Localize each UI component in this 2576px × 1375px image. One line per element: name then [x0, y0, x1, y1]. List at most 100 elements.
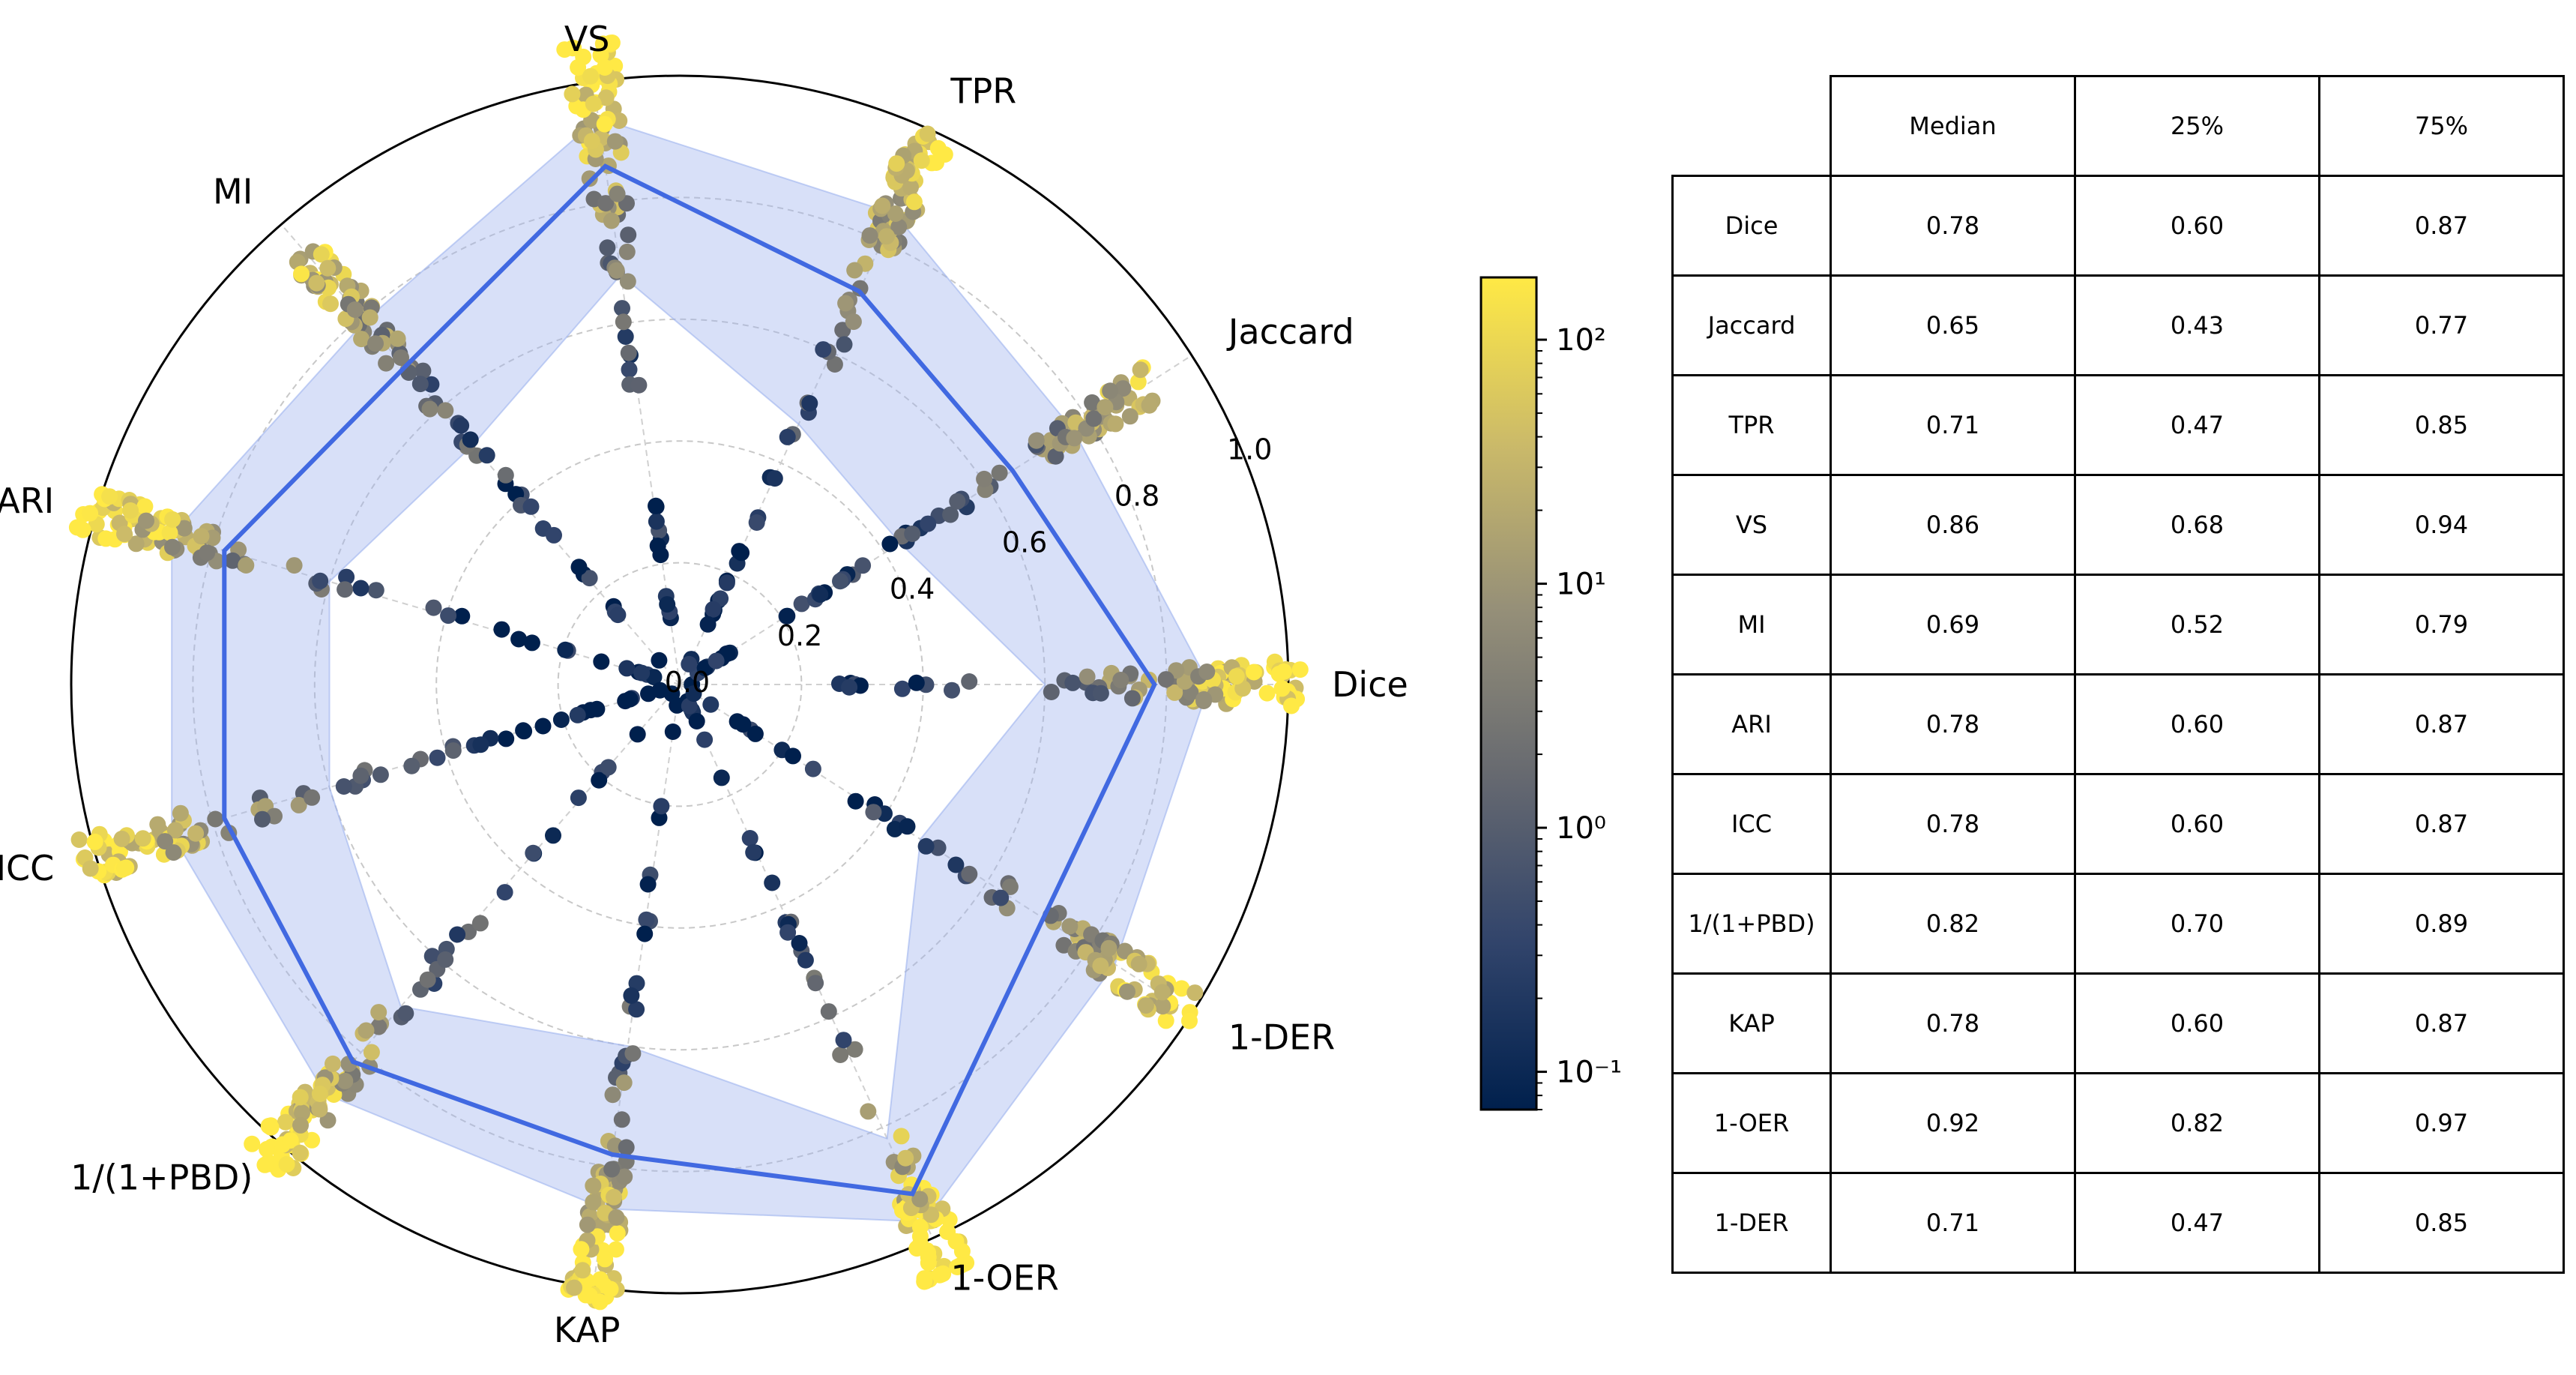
scatter-point — [745, 843, 762, 861]
scatter-point — [664, 723, 681, 740]
scatter-point — [116, 860, 133, 877]
scatter-point — [1114, 380, 1132, 397]
table-row-label: Jaccard — [1671, 274, 1832, 376]
axis-labels: Dice Jaccard TPR VS MI ARI ICC 1/(1+PBD) KAP 1-OE… — [0, 19, 1408, 1350]
scatter-point — [1153, 984, 1171, 1001]
scatter-point — [591, 1271, 609, 1288]
scatter-point — [748, 514, 765, 531]
scatter-point — [581, 570, 598, 587]
grid-circle-0 — [557, 562, 803, 807]
scatter-point — [1079, 668, 1096, 685]
scatter-point — [793, 595, 810, 613]
scatter-point — [462, 431, 479, 448]
scatter-point — [608, 262, 625, 279]
scatter-point — [614, 300, 630, 317]
scatter-point — [134, 830, 151, 847]
scatter-point — [244, 1135, 261, 1152]
colorbar-tick-label-0: 10⁻¹ — [1556, 1056, 1622, 1090]
scatter-point — [566, 1279, 582, 1296]
scatter-point — [633, 664, 651, 682]
scatter-point — [846, 1041, 863, 1058]
scatter-point — [659, 596, 676, 613]
scatter-point — [596, 115, 613, 133]
scatter-point — [713, 769, 730, 786]
scatter-point — [919, 125, 936, 142]
axis-label-7: 1/(1+PBD) — [70, 1158, 253, 1198]
scatter-point — [86, 833, 103, 850]
table-header-cell: Median — [1830, 75, 2076, 177]
scatter-point — [1102, 382, 1119, 400]
scatter-point — [161, 524, 178, 541]
scatter-point — [570, 559, 588, 576]
scatter-point — [311, 1101, 328, 1118]
scatter-point — [779, 607, 796, 625]
scatter-point — [292, 1116, 309, 1134]
colorbar-tick-label-3: 10² — [1556, 323, 1606, 358]
axis-label-1: Jaccard — [1226, 312, 1354, 352]
table-cell-q75: 0.94 — [2318, 474, 2565, 576]
scatter-point — [846, 262, 863, 279]
scatter-point — [522, 498, 540, 515]
scatter-point — [471, 915, 489, 932]
table-row: 1/(1+PBD) 0.82 0.70 0.89 — [1671, 873, 2565, 975]
scatter-point — [1066, 430, 1083, 447]
scatter-point — [292, 1144, 309, 1161]
scatter-point — [122, 502, 139, 519]
scatter-point — [1043, 684, 1060, 700]
scatter-point — [746, 725, 764, 742]
scatter-point — [361, 309, 378, 326]
radar-chart: 0.0 0.2 0.4 0.6 0.8 1.0 Dice Jaccard TPR VS MI ARI… — [0, 19, 1408, 1350]
scatter-point — [308, 274, 325, 292]
scatter-point — [608, 1209, 625, 1226]
scatter-point — [911, 1218, 929, 1236]
scatter-point — [319, 259, 337, 277]
median-polygon — [222, 163, 1157, 1197]
scatter-point — [437, 951, 454, 968]
scatter-point — [557, 641, 574, 658]
scatter-point — [815, 341, 832, 358]
scatter-point — [282, 1132, 299, 1149]
scatter-point — [804, 760, 821, 777]
table-cell-q75: 0.87 — [2318, 175, 2565, 277]
scatter-point — [1141, 397, 1158, 414]
scatter-point — [636, 925, 654, 942]
scatter-point — [953, 1243, 971, 1260]
scatter-point — [620, 226, 637, 244]
scatter-point — [444, 742, 462, 759]
scatter-point — [277, 1113, 294, 1131]
table-cell-median: 0.71 — [1830, 1172, 2076, 1274]
table-cell-q75: 0.77 — [2318, 274, 2565, 376]
scatter-point — [766, 470, 783, 487]
table-row-label: Dice — [1671, 175, 1832, 277]
scatter-point — [82, 860, 99, 877]
table-cell-q25: 0.60 — [2074, 673, 2320, 775]
summary-table: Median 25% 75% Dice 0.78 0.60 0.87 Jaccard 0.65 0… — [1671, 75, 2565, 1274]
scatter-point — [498, 730, 515, 747]
scatter-point — [1166, 684, 1183, 701]
scatter-point — [651, 652, 668, 669]
scatter-point — [837, 295, 854, 312]
scatter-point — [832, 1047, 849, 1063]
scatter-point — [335, 778, 352, 795]
scatter-point — [172, 804, 189, 822]
scatter-point — [337, 1072, 354, 1089]
axis-label-10: 1-DER — [1228, 1017, 1335, 1057]
scatter-point — [913, 152, 930, 169]
scatter-point — [731, 543, 748, 560]
table-row-label: MI — [1671, 574, 1832, 676]
scatter-point — [1198, 664, 1216, 680]
scatter-point — [260, 1117, 277, 1134]
table-row: Dice 0.78 0.60 0.87 — [1671, 175, 2565, 277]
scatter-point — [600, 759, 617, 776]
scatter-point — [1123, 690, 1141, 707]
scatter-point — [363, 1044, 380, 1061]
scatter-point — [628, 1001, 645, 1018]
table-cell-q25: 0.60 — [2074, 773, 2320, 875]
table-cell-median: 0.92 — [1830, 1072, 2076, 1174]
scatter-point — [1154, 998, 1171, 1015]
scatter-point — [1291, 661, 1309, 679]
scatter-point — [165, 844, 182, 861]
scatter-point — [238, 557, 255, 574]
scatter-point — [337, 581, 354, 598]
table-cell-median: 0.78 — [1830, 773, 2076, 875]
